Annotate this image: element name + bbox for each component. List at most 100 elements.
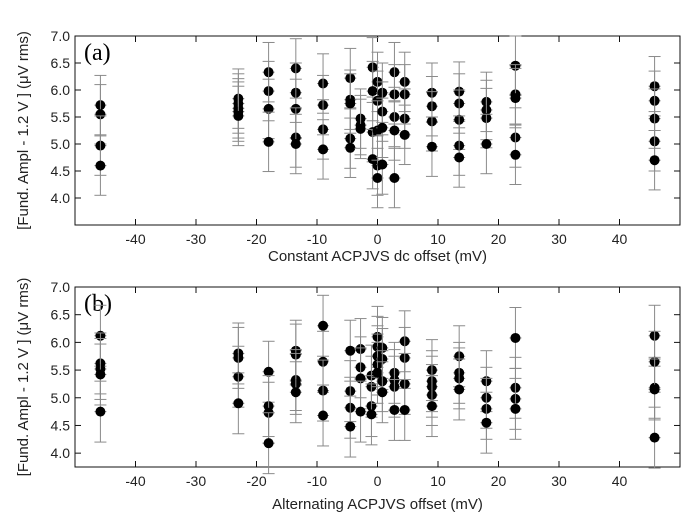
data-point bbox=[232, 85, 245, 147]
x-tick-label: -10 bbox=[307, 473, 327, 489]
data-marker bbox=[372, 173, 383, 184]
data-point bbox=[480, 391, 493, 454]
data-marker bbox=[426, 141, 437, 152]
x-tick-label: 30 bbox=[551, 231, 567, 247]
data-marker bbox=[377, 387, 388, 398]
data-marker bbox=[649, 384, 660, 395]
data-marker bbox=[366, 409, 377, 420]
data-point bbox=[398, 104, 411, 166]
data-marker bbox=[318, 320, 329, 331]
panel-a: -40 -30 -20 -10 0 10 20 30 40 4.0 4.5 5.0 5.5 6.0 6.5 7… bbox=[15, 28, 681, 265]
data-marker bbox=[510, 93, 521, 104]
x-tick-label: -10 bbox=[307, 231, 327, 247]
data-point bbox=[388, 378, 401, 441]
y-tick-label: 4.5 bbox=[51, 163, 71, 179]
data-marker bbox=[233, 398, 244, 409]
data-marker bbox=[95, 109, 106, 120]
y-tick-label: 7.0 bbox=[51, 28, 71, 44]
data-marker bbox=[318, 144, 329, 155]
y-tick-label: 4.5 bbox=[51, 417, 71, 433]
y-axis-label: [Fund. Ampl - 1.2 V ] (μV rms) bbox=[15, 31, 32, 230]
data-marker bbox=[377, 159, 388, 170]
data-marker bbox=[355, 123, 366, 134]
x-axis-label: Alternating ACPJVS offset (mV) bbox=[272, 496, 483, 513]
data-marker bbox=[355, 406, 366, 417]
y-tick-label: 6.0 bbox=[51, 334, 71, 350]
data-point bbox=[344, 395, 357, 458]
x-tick-label: 40 bbox=[612, 231, 628, 247]
y-tick-label: 6.0 bbox=[51, 82, 71, 98]
data-marker bbox=[372, 367, 383, 378]
y-tick-label: 5.0 bbox=[51, 136, 71, 152]
data-marker bbox=[263, 136, 274, 147]
x-tick-label: -20 bbox=[246, 473, 266, 489]
data-marker bbox=[263, 366, 274, 377]
data-point bbox=[317, 384, 330, 447]
x-tick-label: 10 bbox=[430, 473, 446, 489]
y-tick-label: 5.0 bbox=[51, 390, 71, 406]
x-tick-label: 0 bbox=[374, 231, 382, 247]
data-point bbox=[425, 375, 438, 438]
data-marker bbox=[95, 160, 106, 171]
data-marker bbox=[263, 438, 274, 449]
x-tick-label: -30 bbox=[186, 473, 206, 489]
x-tick-label: -20 bbox=[246, 231, 266, 247]
data-point bbox=[365, 383, 378, 446]
data-marker bbox=[481, 417, 492, 428]
data-marker bbox=[399, 404, 410, 415]
y-tick-label: 7.0 bbox=[51, 279, 71, 295]
data-marker bbox=[345, 345, 356, 356]
x-tick-label: -40 bbox=[125, 231, 145, 247]
data-marker bbox=[399, 129, 410, 140]
y-tick-label: 4.0 bbox=[51, 190, 71, 206]
data-marker bbox=[510, 332, 521, 343]
x-tick-label: 20 bbox=[491, 473, 507, 489]
data-marker bbox=[95, 406, 106, 417]
y-tick-label: 5.5 bbox=[51, 362, 71, 378]
data-marker bbox=[318, 410, 329, 421]
data-marker bbox=[389, 173, 400, 184]
data-point bbox=[648, 406, 661, 469]
data-point bbox=[262, 412, 275, 475]
data-marker bbox=[481, 139, 492, 149]
data-marker bbox=[290, 387, 301, 398]
x-tick-label: -40 bbox=[125, 473, 145, 489]
data-point bbox=[262, 111, 275, 173]
data-point bbox=[94, 380, 107, 443]
data-marker bbox=[454, 384, 465, 395]
data-point bbox=[376, 134, 389, 195]
data-point bbox=[94, 135, 107, 196]
data-point bbox=[480, 113, 493, 175]
data-point bbox=[453, 127, 466, 188]
y-axis-label: [Fund. Ampl - 1.2 V ] (μV rms) bbox=[15, 278, 32, 477]
data-marker bbox=[389, 125, 400, 136]
data-marker bbox=[290, 139, 301, 149]
data-marker bbox=[345, 98, 356, 109]
y-tick-label: 6.5 bbox=[51, 307, 71, 323]
data-point bbox=[289, 113, 302, 175]
data-marker bbox=[510, 403, 521, 414]
y-tick-label: 4.0 bbox=[51, 445, 71, 461]
data-marker bbox=[233, 110, 244, 121]
x-axis-label: Constant ACPJVS dc offset (mV) bbox=[268, 248, 487, 265]
data-point bbox=[289, 361, 302, 424]
data-point bbox=[453, 358, 466, 421]
data-point bbox=[232, 372, 245, 435]
panel-b: -40 -30 -20 -10 0 10 20 30 40 4.0 4.5 5.0 5.5 6.0 6.5 7… bbox=[15, 278, 681, 513]
data-point bbox=[354, 98, 367, 160]
data-point bbox=[425, 116, 438, 177]
data-marker bbox=[263, 103, 274, 114]
data-marker bbox=[510, 149, 521, 160]
data-marker bbox=[377, 122, 388, 133]
data-marker bbox=[367, 86, 378, 97]
data-point bbox=[509, 124, 522, 185]
y-tick-label: 6.5 bbox=[51, 55, 71, 71]
data-point bbox=[388, 147, 401, 209]
data-marker bbox=[389, 404, 400, 415]
data-point bbox=[262, 340, 275, 403]
data-point bbox=[398, 378, 411, 441]
data-point bbox=[376, 361, 389, 424]
data-marker bbox=[426, 401, 437, 412]
x-tick-label: -30 bbox=[186, 231, 206, 247]
